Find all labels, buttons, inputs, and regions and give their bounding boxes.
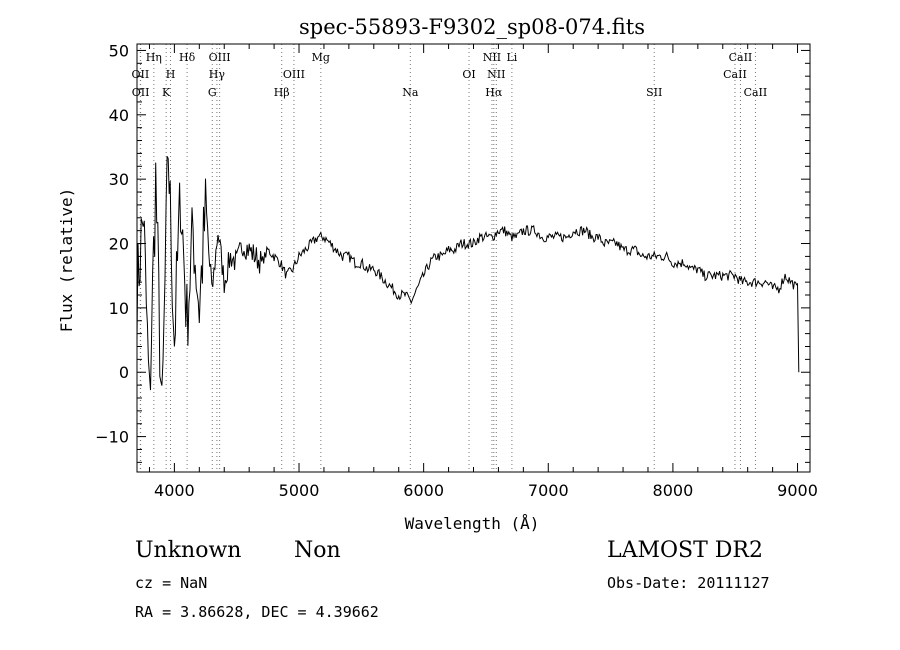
line-marker-label: Hα <box>485 86 503 99</box>
x-tick-label: 6000 <box>403 481 444 500</box>
line-marker-label: SII <box>646 86 662 99</box>
chart-title: spec-55893-F9302_sp08-074.fits <box>299 15 645 39</box>
line-marker-label: OII <box>132 86 150 99</box>
y-tick-label: 30 <box>109 170 129 189</box>
line-marker-label: NII <box>483 51 501 64</box>
line-marker-label: G <box>208 86 217 99</box>
line-marker-label: CaII <box>723 68 747 81</box>
spectrum-line <box>136 156 800 391</box>
y-tick-label: 20 <box>109 235 129 254</box>
line-marker-label: K <box>162 86 171 99</box>
obs-date-label: Obs-Date: 20111127 <box>607 574 770 592</box>
line-marker-label: Na <box>402 86 419 99</box>
y-axis-label: Flux (relative) <box>57 188 76 333</box>
x-tick-label: 8000 <box>653 481 694 500</box>
line-marker-label: H <box>166 68 176 81</box>
line-marker-label: NII <box>487 68 505 81</box>
x-tick-label: 4000 <box>154 481 195 500</box>
spectrum-series <box>136 156 800 391</box>
y-tick-label: −10 <box>95 428 129 447</box>
subclass-label: Non <box>294 538 341 563</box>
line-marker-label: CaII <box>729 51 753 64</box>
x-tick-label: 9000 <box>777 481 818 500</box>
line-marker-label: OII <box>132 68 150 81</box>
line-marker-label: Hη <box>146 51 162 64</box>
plot-frame <box>136 43 811 473</box>
coordinates-label: RA = 3.86628, DEC = 4.39662 <box>135 603 379 621</box>
x-tick-label: 7000 <box>528 481 569 500</box>
line-marker-label: Li <box>506 51 517 64</box>
line-marker-label: OI <box>462 68 475 81</box>
y-tick-label: 10 <box>109 299 129 318</box>
line-marker-label: Mg <box>312 51 330 64</box>
x-tick-label: 5000 <box>279 481 320 500</box>
line-marker-label: OIII <box>283 68 305 81</box>
redshift-label: cz = NaN <box>135 574 208 592</box>
class-label: Unknown <box>135 538 242 563</box>
survey-label: LAMOST DR2 <box>607 538 763 563</box>
line-marker-label: OIII <box>209 51 231 64</box>
line-marker-label: Hγ <box>209 68 226 81</box>
y-tick-label: 50 <box>109 41 129 60</box>
line-marker-label: Hδ <box>179 51 196 64</box>
axes: 4000 5000 6000 7000 8000 9000 −10 0 10 20 30 40 50 <box>95 41 818 500</box>
line-marker-label: CaII <box>744 86 768 99</box>
line-marker-label: Hβ <box>274 86 290 99</box>
x-axis-label: Wavelength (Å) <box>405 514 540 533</box>
y-tick-label: 40 <box>109 106 129 125</box>
y-tick-label: 0 <box>119 363 129 382</box>
